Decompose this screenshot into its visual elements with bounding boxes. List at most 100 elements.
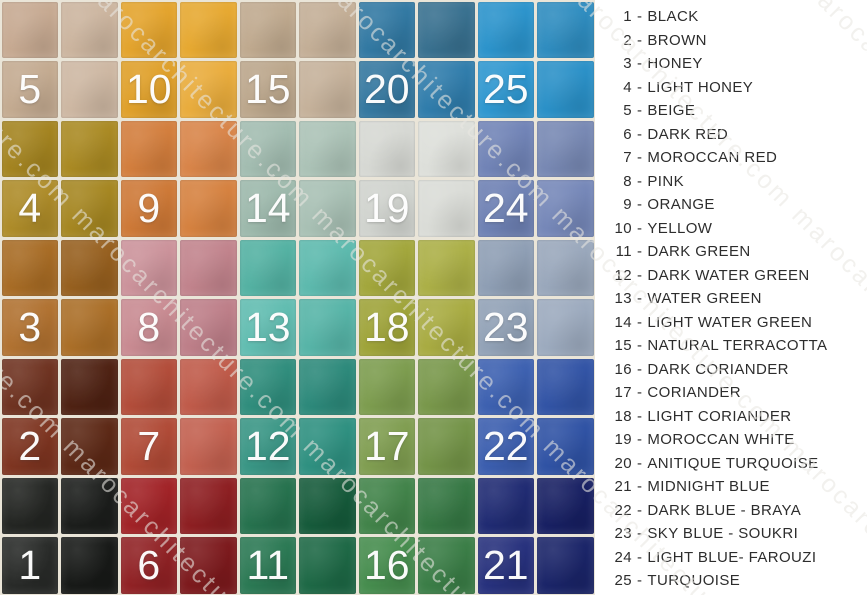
tile-block-20: 20 [357, 0, 476, 119]
legend-separator: - [637, 219, 643, 237]
legend-item-number: 20 [614, 454, 632, 472]
tile-block-22: 22 [476, 357, 595, 476]
legend-item-number: 7 [623, 149, 632, 167]
tile [358, 61, 415, 118]
tile [1, 358, 58, 415]
legend-item-15: 15- NATURAL TERRACOTTA [608, 334, 867, 358]
legend-item-name: HONEY [647, 55, 703, 73]
tile-block-9: 9 [119, 119, 238, 238]
legend-separator: - [637, 431, 643, 449]
tile [418, 239, 475, 296]
tile-block-17: 17 [357, 357, 476, 476]
legend-separator: - [637, 266, 643, 284]
legend-item-name: ANITIQUE TURQUOISE [647, 454, 819, 472]
tile [61, 477, 118, 534]
legend-item-number: 1 [623, 8, 632, 26]
tile [61, 1, 118, 58]
legend-item-9: 9- ORANGE [608, 193, 867, 217]
tile [477, 537, 534, 594]
legend-separator: - [637, 384, 643, 402]
legend-separator: - [637, 8, 643, 26]
legend-item-number: 2 [623, 31, 632, 49]
tile [1, 180, 58, 237]
legend-separator: - [637, 501, 643, 519]
legend-item-name: BLACK [647, 8, 699, 26]
legend-separator: - [637, 548, 643, 566]
tile [1, 537, 58, 594]
tile [358, 239, 415, 296]
tile [358, 180, 415, 237]
legend-separator: - [637, 478, 643, 496]
legend-item-name: ORANGE [647, 196, 715, 214]
tile-number: 21 [482, 541, 529, 588]
legend-item-number: 13 [614, 290, 632, 308]
tile [120, 120, 177, 177]
tile [358, 537, 415, 594]
tile [418, 477, 475, 534]
tile [418, 61, 475, 118]
tile [239, 239, 296, 296]
tile [120, 61, 177, 118]
tile [537, 418, 594, 475]
color-legend: 1- BLACK 2- BROWN 3- HONEY 4- LIGHT HONEY 5- BEIG… [595, 0, 867, 595]
tile [239, 537, 296, 594]
tile [180, 1, 237, 58]
legend-item-10: 10- YELLOW [608, 217, 867, 241]
tile [120, 537, 177, 594]
legend-item-12: 12- DARK WATER GREEN [608, 264, 867, 288]
legend-separator: - [637, 78, 643, 96]
legend-item-name: MOROCCAN WHITE [647, 431, 795, 449]
tile [299, 299, 356, 356]
tile-block-23: 23 [476, 238, 595, 357]
tile [239, 1, 296, 58]
tile-number: 11 [246, 541, 290, 588]
legend-item-number: 23 [614, 525, 632, 543]
tile [358, 299, 415, 356]
tile [477, 299, 534, 356]
tile-number: 23 [482, 303, 529, 350]
tile [537, 61, 594, 118]
tile [477, 1, 534, 58]
legend-item-25: 25- TURQUOISE [608, 569, 867, 593]
tile [537, 120, 594, 177]
tile [120, 239, 177, 296]
legend-item-22: 22- DARK BLUE - BRAYA [608, 499, 867, 523]
tile-block-24: 24 [476, 119, 595, 238]
legend-separator: - [637, 125, 643, 143]
tile [477, 358, 534, 415]
legend-separator: - [637, 31, 643, 49]
legend-item-number: 21 [614, 478, 632, 496]
tile [180, 299, 237, 356]
legend-item-name: MIDNIGHT BLUE [647, 478, 770, 496]
tile [239, 477, 296, 534]
tile-number: 12 [244, 422, 291, 469]
tile [239, 180, 296, 237]
tile-number: 15 [244, 65, 291, 112]
legend-item-name: BROWN [647, 31, 707, 49]
tile-number: 1 [18, 541, 42, 588]
tile-number: 13 [244, 303, 291, 350]
tile [239, 61, 296, 118]
tile-block-11: 11 [238, 476, 357, 595]
tile [61, 120, 118, 177]
tile [61, 239, 118, 296]
tile [299, 537, 356, 594]
tile-number: 5 [18, 65, 42, 112]
legend-item-name: LIGHT WATER GREEN [647, 313, 813, 331]
tile [299, 477, 356, 534]
tile [61, 537, 118, 594]
tile [477, 120, 534, 177]
tile [477, 180, 534, 237]
legend-item-11: 11- DARK GREEN [608, 240, 867, 264]
tile [299, 239, 356, 296]
legend-separator: - [637, 55, 643, 73]
tile [299, 180, 356, 237]
legend-item-19: 19- MOROCCAN WHITE [608, 428, 867, 452]
tile-block-21: 21 [476, 476, 595, 595]
tile [239, 120, 296, 177]
legend-item-name: YELLOW [647, 219, 713, 237]
legend-item-number: 11 [615, 243, 632, 261]
legend-item-number: 22 [614, 501, 632, 519]
tile [120, 299, 177, 356]
tile [299, 358, 356, 415]
